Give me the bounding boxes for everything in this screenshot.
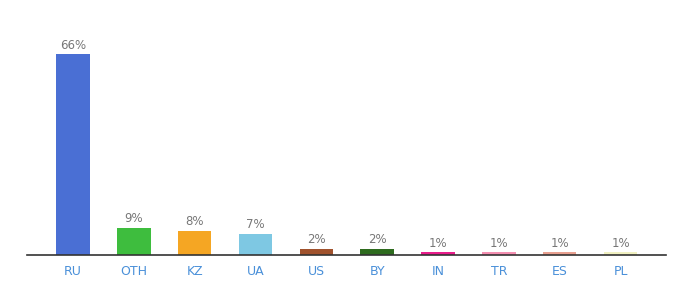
Bar [117,228,150,255]
Text: 7%: 7% [246,218,265,231]
Text: 2%: 2% [307,233,326,247]
Bar [300,249,333,255]
Bar [56,54,90,255]
Bar [482,252,515,255]
Bar [360,249,394,255]
Bar [604,252,637,255]
Text: 1%: 1% [490,236,508,250]
Text: 9%: 9% [124,212,143,225]
Bar [239,234,272,255]
Text: 8%: 8% [186,215,204,228]
Bar [178,231,211,255]
Text: 2%: 2% [368,233,386,247]
Text: 66%: 66% [60,39,86,52]
Bar [543,252,577,255]
Text: 1%: 1% [429,236,447,250]
Bar [422,252,455,255]
Text: 1%: 1% [611,236,630,250]
Text: 1%: 1% [550,236,569,250]
